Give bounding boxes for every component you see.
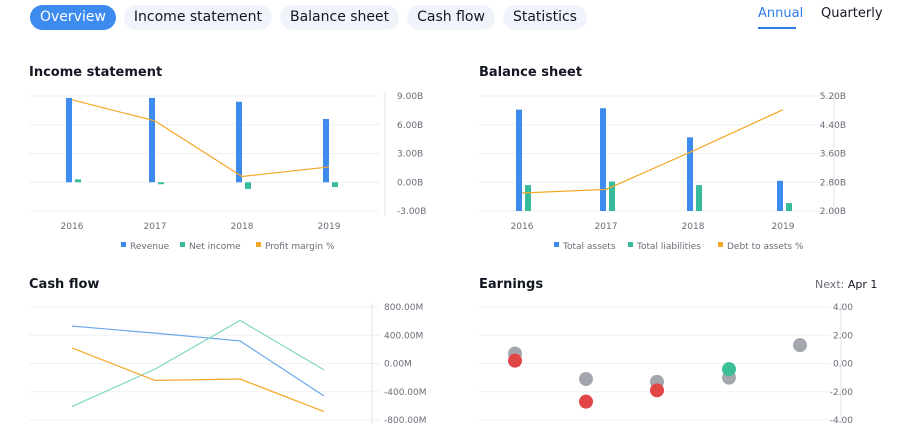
legend-swatch [180, 242, 185, 247]
tab-income-statement[interactable]: Income statement [123, 5, 272, 30]
earnings-actual-point [650, 383, 664, 398]
legend-swatch [718, 242, 723, 247]
bar-total-liabilities [786, 203, 792, 211]
bar-total-assets [777, 180, 783, 211]
y-tick-label: 2.00 [833, 331, 853, 341]
legend-swatch [121, 242, 126, 247]
x-tick-label: 2016 [61, 222, 84, 232]
bar-total-liabilities [525, 185, 531, 211]
cash-flow-title: Cash flow [29, 277, 100, 292]
line-debt-to-assets- [521, 109, 784, 194]
earnings-actual-point [508, 353, 522, 368]
y-tick-label: -800.00M [384, 416, 427, 423]
cash-flow-line-financing [71, 347, 325, 413]
bar-net-income [75, 179, 81, 183]
x-tick-label: 2017 [595, 222, 618, 232]
tab-statistics[interactable]: Statistics [502, 5, 587, 30]
legend-label: Total assets [562, 242, 616, 252]
bar-net-income [158, 182, 164, 185]
cash-flow-line-operating [71, 325, 325, 397]
legend-label: Net income [189, 242, 241, 252]
next-earnings-label: Next: [815, 278, 845, 291]
bar-net-income [332, 182, 338, 188]
x-tick-label: 2016 [511, 222, 534, 232]
legend-label: Debt to assets % [727, 242, 804, 252]
y-tick-label: 0.00M [384, 360, 412, 370]
x-tick-label: 2019 [318, 222, 341, 232]
period-annual[interactable]: Annual [758, 6, 804, 21]
bar-total-assets [687, 137, 693, 211]
income-statement-title: Income statement [29, 65, 163, 80]
y-tick-label: 4.40B [820, 121, 846, 131]
bar-total-liabilities [609, 181, 615, 211]
legend-swatch [628, 242, 633, 247]
tab-balance-sheet[interactable]: Balance sheet [279, 5, 400, 30]
legend-swatch [256, 242, 261, 247]
tab-cash-flow[interactable]: Cash flow [407, 5, 495, 30]
bar-revenue [149, 97, 155, 183]
bar-net-income [245, 182, 251, 189]
bar-total-liabilities [696, 185, 702, 211]
x-tick-label: 2018 [231, 222, 254, 232]
y-tick-label: -2.00 [830, 388, 854, 398]
y-tick-label: 5.20B [820, 92, 846, 102]
bar-revenue [323, 119, 329, 183]
x-tick-label: 2018 [682, 222, 705, 232]
balance-sheet-title: Balance sheet [479, 65, 583, 80]
earnings-estimate-point [579, 372, 593, 387]
y-tick-label: 400.00M [384, 331, 423, 341]
legend-swatch [554, 242, 559, 247]
bar-revenue [236, 101, 242, 183]
legend-label: Total liabilities [636, 242, 701, 252]
x-tick-label: 2017 [144, 222, 167, 232]
earnings-title: Earnings [479, 277, 544, 292]
y-tick-label: -4.00 [830, 416, 854, 423]
legend-label: Profit margin % [265, 242, 335, 252]
y-tick-label: 3.00B [397, 150, 423, 160]
y-tick-label: 6.00B [397, 121, 423, 131]
bar-total-assets [600, 108, 606, 211]
tab-overview[interactable]: Overview [30, 5, 116, 30]
bar-revenue [66, 97, 72, 183]
x-tick-label: 2019 [772, 222, 795, 232]
period-quarterly[interactable]: Quarterly [821, 6, 883, 21]
line-profit-margin- [71, 99, 330, 178]
y-tick-label: 3.60B [820, 150, 846, 160]
period-selected-indicator [758, 27, 796, 29]
view-tabs: Overview Income statement Balance sheet … [30, 5, 587, 30]
earnings-actual-point [579, 394, 593, 409]
y-tick-label: 2.00B [820, 207, 846, 217]
y-tick-label: -400.00M [384, 388, 427, 398]
legend-label: Revenue [130, 242, 170, 252]
cash-flow-line-investing [71, 319, 325, 408]
y-tick-label: 0.00 [833, 360, 853, 370]
y-tick-label: -3.00B [397, 207, 426, 217]
y-tick-label: 4.00 [833, 303, 853, 313]
y-tick-label: 2.80B [820, 178, 846, 188]
bar-total-assets [516, 109, 522, 211]
earnings-estimate-point [793, 338, 807, 353]
y-tick-label: 0.00B [397, 178, 423, 188]
earnings-actual-point [722, 362, 736, 377]
y-tick-label: 800.00M [384, 303, 423, 313]
next-earnings: Next: Apr 1 [815, 278, 877, 291]
y-tick-label: 9.00B [397, 92, 423, 102]
next-earnings-date: Apr 1 [847, 278, 878, 291]
